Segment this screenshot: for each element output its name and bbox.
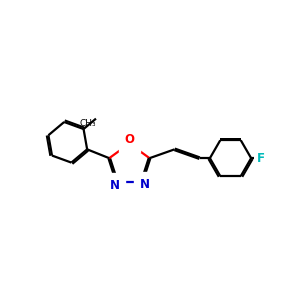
- Text: N: N: [110, 179, 120, 192]
- Text: N: N: [140, 178, 150, 191]
- Text: F: F: [256, 152, 265, 165]
- Text: CH₃: CH₃: [80, 119, 96, 128]
- Text: O: O: [124, 133, 134, 146]
